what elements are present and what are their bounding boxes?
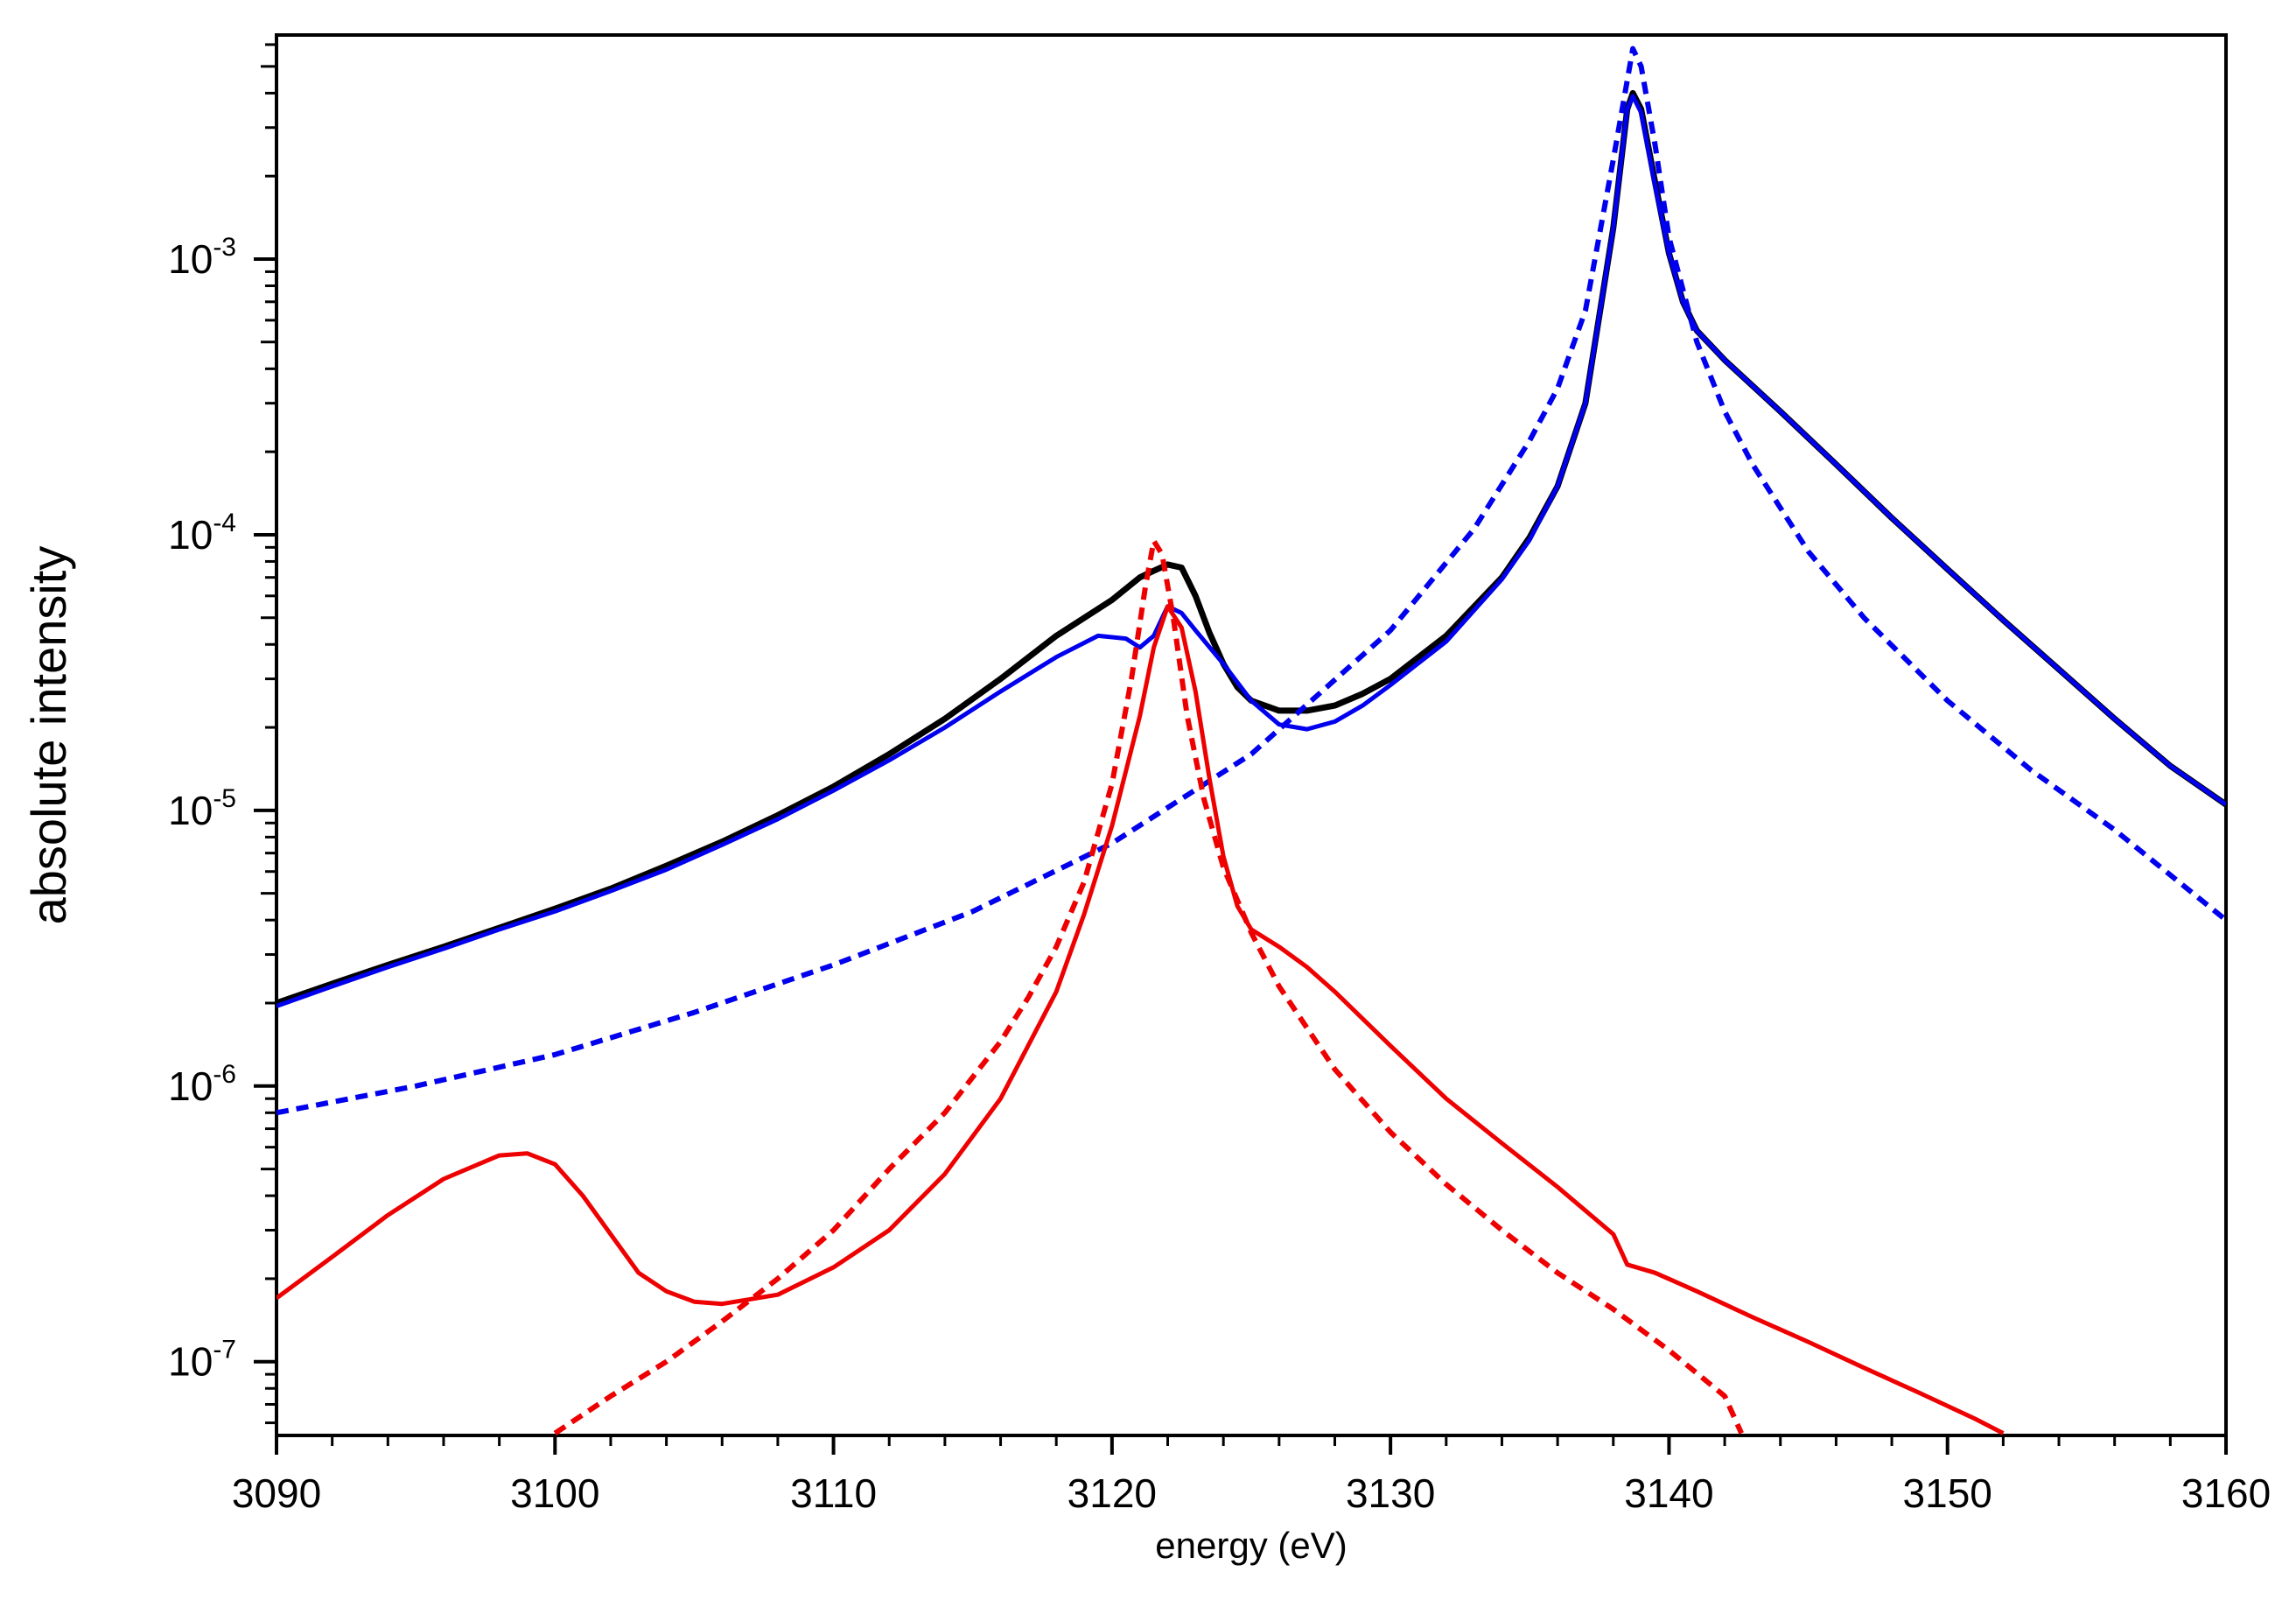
- x-tick-label: 3120: [1068, 1470, 1157, 1516]
- x-tick-label: 3110: [790, 1470, 877, 1516]
- y-axis: 10-7 10-6 10-5 10-4 10-3: [168, 233, 276, 1385]
- series-line-4: [553, 538, 1744, 1435]
- y-axis-title: absolute intensity: [21, 546, 76, 925]
- series-layer: [276, 46, 2226, 1435]
- series-line-3: [276, 604, 2005, 1435]
- y-tick-label: 10-7: [168, 1336, 236, 1385]
- y-tick-label: 10-6: [168, 1060, 236, 1109]
- x-tick-label: 3140: [1624, 1470, 1713, 1516]
- y-tick-label: 10-5: [168, 784, 236, 833]
- y-tick-label: 10-4: [168, 509, 236, 558]
- x-tick-label: 3160: [2181, 1470, 2271, 1516]
- y-minor-ticks: [261, 43, 276, 1425]
- x-axis-title: energy (eV): [1155, 1525, 1347, 1566]
- series-line-1: [276, 94, 2226, 1008]
- series-line-0: [276, 89, 2226, 1007]
- x-tick-label: 3090: [232, 1470, 321, 1516]
- plot-frame: [275, 33, 2228, 1437]
- x-tick-label: 3130: [1346, 1470, 1435, 1516]
- y-tick-label: 10-3: [168, 233, 236, 282]
- x-tick-label: 3150: [1903, 1470, 1992, 1516]
- x-axis: 3090 3100 3110 3120 3130 3140 3150 3160: [232, 1435, 2271, 1516]
- x-tick-label: 3100: [510, 1470, 599, 1516]
- series-line-2: [276, 46, 2226, 1116]
